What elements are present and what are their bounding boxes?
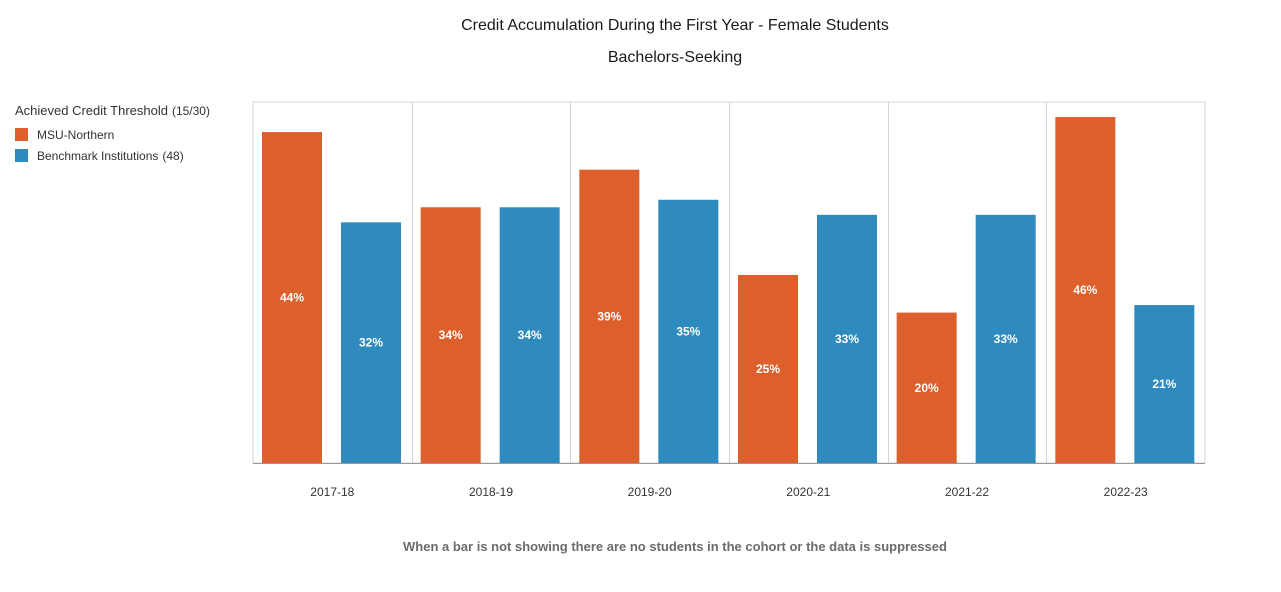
legend-title: Achieved Credit Threshold (15/30): [15, 103, 210, 118]
bar-benchmark-2019-20[interactable]: [658, 199, 719, 464]
legend: Achieved Credit Threshold (15/30) MSU-Nor…: [15, 103, 210, 166]
x-tick-label-2022-23: 2022-23: [1104, 485, 1148, 499]
x-tick-label-2020-21: 2020-21: [786, 485, 830, 499]
x-tick-label-2019-20: 2019-20: [628, 485, 672, 499]
bar-msu-northern-2022-23[interactable]: [1055, 117, 1116, 464]
bar-label-benchmark-2020-21: 33%: [835, 332, 859, 346]
bar-label-msu-northern-2019-20: 39%: [597, 309, 621, 323]
bar-msu-northern-2017-18[interactable]: [262, 132, 322, 464]
bar-benchmark-2018-19[interactable]: [499, 207, 560, 463]
legend-item-benchmark[interactable]: Benchmark Institutions (48): [15, 145, 210, 166]
chart-title: Credit Accumulation During the First Yea…: [461, 17, 889, 34]
legend-swatch-msu-northern: [15, 128, 28, 141]
legend-swatch-benchmark: [15, 149, 28, 162]
bar-label-msu-northern-2021-22: 20%: [915, 381, 939, 395]
bar-label-msu-northern-2020-21: 25%: [756, 362, 780, 376]
bar-benchmark-2020-21[interactable]: [817, 214, 877, 463]
bar-label-benchmark-2017-18: 32%: [359, 336, 383, 350]
bar-msu-northern-2018-19[interactable]: [420, 207, 481, 463]
bar-label-msu-northern-2017-18: 44%: [280, 291, 304, 305]
x-tick-label-2018-19: 2018-19: [469, 485, 513, 499]
bar-label-msu-northern-2022-23: 46%: [1073, 283, 1097, 297]
x-tick-label-2021-22: 2021-22: [945, 485, 989, 499]
footnote: When a bar is not showing there are no s…: [403, 539, 947, 554]
legend-count-benchmark: (48): [162, 148, 184, 163]
legend-title-text: Achieved Credit Threshold: [15, 103, 168, 118]
bar-benchmark-2021-22[interactable]: [975, 214, 1036, 463]
legend-label-msu-northern: MSU-Northern: [37, 127, 115, 142]
bar-msu-northern-2021-22[interactable]: [896, 312, 957, 463]
x-tick-label-2017-18: 2017-18: [310, 485, 354, 499]
bar-msu-northern-2019-20[interactable]: [579, 169, 640, 463]
bar-msu-northern-2020-21[interactable]: [738, 274, 798, 463]
bar-benchmark-2022-23[interactable]: [1134, 305, 1195, 463]
bar-label-benchmark-2021-22: 33%: [994, 332, 1018, 346]
chart-subtitle: Bachelors-Seeking: [607, 49, 743, 66]
legend-item-msu-northern[interactable]: MSU-Northern: [15, 124, 210, 145]
bar-label-benchmark-2022-23: 21%: [1152, 377, 1176, 391]
bar-label-benchmark-2018-19: 34%: [518, 328, 542, 342]
legend-title-subtitle: (15/30): [171, 104, 210, 118]
bar-label-msu-northern-2018-19: 34%: [439, 328, 463, 342]
bar-label-benchmark-2019-20: 35%: [676, 324, 700, 338]
bar-benchmark-2017-18[interactable]: [341, 222, 401, 463]
legend-label-benchmark: Benchmark Institutions: [37, 148, 159, 163]
